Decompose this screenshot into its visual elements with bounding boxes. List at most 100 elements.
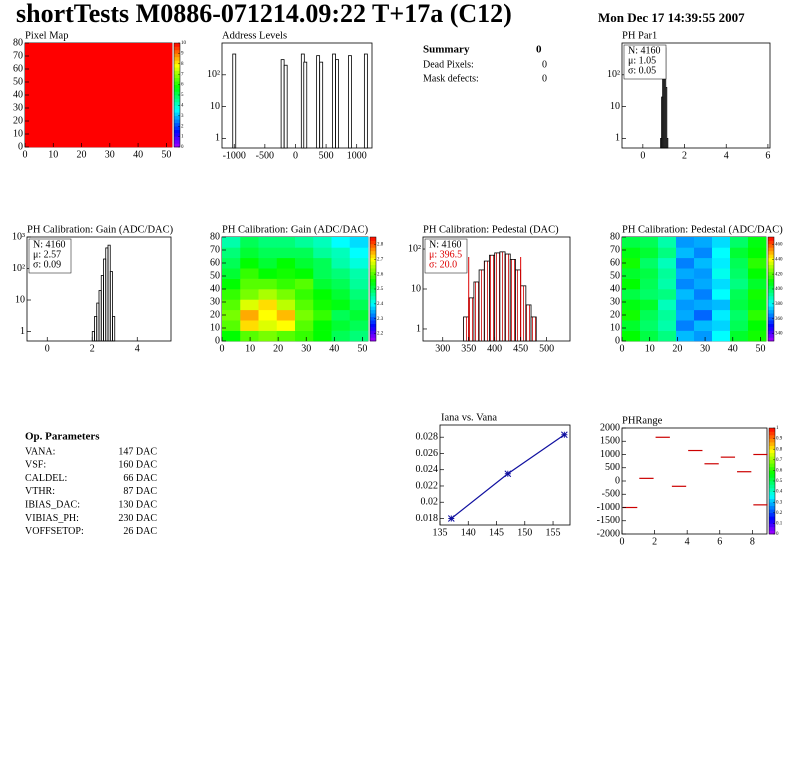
heat-cell	[313, 299, 332, 311]
colorbar-step	[769, 442, 775, 446]
op-label: VTHR:	[25, 486, 55, 497]
stats-line: σ: 0.05	[628, 65, 656, 76]
heat-cell	[676, 289, 695, 300]
hist-bar	[478, 269, 485, 342]
colorbar-step	[768, 261, 774, 266]
op-value: 26 DAC	[123, 526, 157, 537]
y-tick-label: 40	[610, 283, 620, 294]
heat-cell	[640, 299, 659, 311]
heat-cell	[222, 278, 241, 290]
y-tick-label: 10²	[207, 69, 220, 80]
panel: Address Levels -1000 -500 0 500 1000 1 10 10²	[207, 30, 373, 161]
data-marker	[504, 470, 512, 478]
colorbar-step	[768, 313, 774, 318]
colorbar-step	[768, 323, 774, 328]
plot-frame	[439, 424, 571, 526]
y-tick-label: 0	[18, 141, 23, 152]
colorbar-label: 400	[775, 287, 783, 292]
colorbar-label: 360	[775, 317, 783, 322]
plot-area	[623, 436, 768, 509]
plot-area	[232, 53, 368, 149]
op-label: VANA:	[25, 446, 55, 457]
colorbar-step	[370, 278, 376, 283]
heat-cell	[313, 237, 332, 248]
heat-cell	[313, 257, 332, 269]
colorbar-step	[768, 264, 774, 269]
colorbar-label: 8	[181, 62, 184, 67]
op-parameters: Op. Parameters VANA: 147 DAC VSF: 160 DAC CA…	[25, 431, 157, 538]
heat-cell	[222, 268, 241, 279]
panel-title: PHRange	[622, 415, 663, 426]
heat-cell	[313, 320, 332, 331]
y-tick-label: 70	[210, 244, 220, 255]
heat-cell	[349, 320, 369, 331]
panel-title: PH Calibration: Pedestal (ADC/DAC)	[622, 224, 783, 235]
panel-title: Iana vs. Vana	[441, 412, 497, 423]
y-tick-label: 10	[15, 294, 25, 305]
spike	[316, 55, 321, 149]
y-tick-label: 10	[210, 322, 220, 333]
colorbar-step	[769, 526, 775, 531]
op-label: VOFFSETOP:	[25, 526, 84, 537]
colorbar-label: 0.4	[776, 490, 783, 495]
heat-cell	[349, 278, 369, 290]
y-tick-label: 0.028	[416, 431, 439, 442]
heat-cell	[712, 237, 731, 248]
colorbar-step	[769, 445, 775, 450]
hist-bar	[530, 316, 537, 342]
colorbar-step	[768, 302, 774, 307]
heat-cell	[694, 320, 713, 331]
heat-cell	[658, 278, 677, 290]
y-tick-label: 1	[20, 326, 25, 337]
colorbar-step	[174, 95, 180, 99]
x-tick-label: 1000	[347, 150, 367, 161]
y-tick-label: 60	[13, 63, 23, 74]
op-value: 230 DAC	[118, 513, 157, 524]
colorbar-step	[769, 484, 775, 489]
hist-bar	[494, 252, 501, 342]
x-tick-label: 50	[357, 343, 367, 354]
heat-cell	[258, 309, 278, 321]
heat-cell	[622, 330, 641, 342]
heat-cell	[694, 309, 713, 321]
heat-cell	[276, 309, 296, 321]
colorbar-label: 2.7	[377, 257, 384, 262]
heat-cell	[276, 247, 296, 259]
heat-cell	[658, 257, 677, 269]
heat-cell	[748, 320, 767, 331]
colorbar-step	[768, 289, 774, 293]
heat-cell	[222, 237, 241, 248]
y-tick-label: -500	[602, 489, 620, 500]
x-tick-label: 30	[301, 343, 311, 354]
heat-cell	[622, 237, 641, 248]
heat-cell	[222, 320, 241, 331]
colorbar-label: 0	[181, 145, 184, 150]
y-tick-label: 50	[610, 270, 620, 281]
x-tick-label: 6	[717, 536, 722, 547]
heat-cell	[240, 247, 259, 259]
y-tick-label: 80	[210, 231, 220, 242]
colorbar-step	[769, 449, 775, 454]
panel: PHRange 0 2 4 6 8 -2000 -1500 -1000 -500 0 500 1000 1…	[597, 415, 783, 547]
spike	[232, 53, 237, 149]
heat-cell	[331, 278, 351, 290]
heat-cell	[295, 257, 314, 269]
op-label: VIBIAS_PH:	[25, 513, 79, 524]
colorbar-step	[370, 243, 376, 248]
colorbar-step	[370, 250, 376, 255]
heat-cell	[676, 320, 695, 331]
colorbar-step	[768, 268, 774, 272]
x-tick-label: 20	[273, 343, 283, 354]
colorbar-step	[370, 282, 376, 286]
spike	[332, 53, 336, 149]
colorbar-label: 0	[776, 532, 779, 537]
colorbar-step	[174, 53, 180, 58]
heat-cell	[640, 257, 659, 269]
heat-cell	[748, 299, 767, 311]
heat-cell	[276, 320, 296, 331]
y-tick-label: 2000	[600, 422, 620, 433]
colorbar-step	[769, 509, 775, 514]
colorbar-label: 2	[181, 124, 184, 129]
